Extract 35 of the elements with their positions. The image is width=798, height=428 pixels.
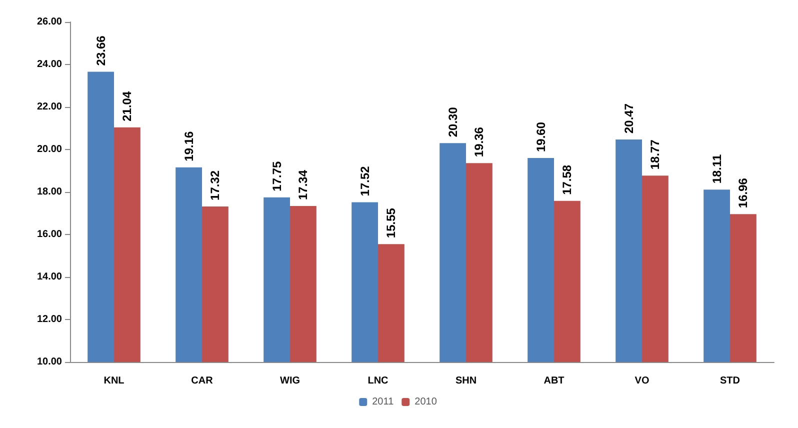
y-tick-label: 20.00 bbox=[36, 144, 62, 155]
x-tick-label: KNL bbox=[104, 376, 124, 386]
x-tick-label: LNC bbox=[368, 376, 388, 386]
data-label: 17.75 bbox=[270, 160, 284, 192]
data-label: 16.96 bbox=[736, 178, 750, 208]
x-tick-label: CAR bbox=[191, 376, 214, 386]
data-label: 19.36 bbox=[472, 126, 486, 158]
data-label: 19.16 bbox=[182, 130, 196, 162]
x-tick-label: WIG bbox=[280, 376, 300, 386]
y-tick-label: 18.00 bbox=[36, 186, 62, 198]
y-tick-label: 22.00 bbox=[36, 102, 62, 112]
y-tick-label: 24.00 bbox=[36, 59, 62, 70]
data-label: 18.77 bbox=[648, 139, 662, 170]
y-tick-label: 14.00 bbox=[36, 272, 62, 282]
data-label: 19.60 bbox=[534, 122, 548, 152]
y-tick-label: 12.00 bbox=[36, 314, 62, 325]
data-label: 17.32 bbox=[208, 170, 222, 200]
data-label: 18.11 bbox=[710, 154, 724, 184]
x-tick-label: VO bbox=[634, 376, 650, 386]
data-label: 23.66 bbox=[94, 35, 108, 66]
data-label: 21.04 bbox=[120, 91, 134, 122]
y-tick-label: 26.00 bbox=[36, 16, 62, 28]
y-tick-label: 10.00 bbox=[36, 356, 62, 368]
x-tick-label: STD bbox=[720, 376, 740, 386]
data-label: 17.52 bbox=[358, 166, 372, 196]
data-label: 20.30 bbox=[446, 106, 460, 138]
data-label: 15.55 bbox=[384, 208, 398, 238]
x-tick-label: ABT bbox=[544, 376, 564, 386]
y-tick-label: 16.00 bbox=[36, 229, 62, 240]
legend-label: 2010 bbox=[414, 396, 438, 408]
x-tick-label: SHN bbox=[455, 376, 477, 386]
data-label: 17.34 bbox=[296, 170, 310, 200]
data-label: 17.58 bbox=[560, 164, 574, 195]
legend-label: 2011 bbox=[372, 396, 394, 408]
data-label: 20.47 bbox=[622, 103, 636, 134]
